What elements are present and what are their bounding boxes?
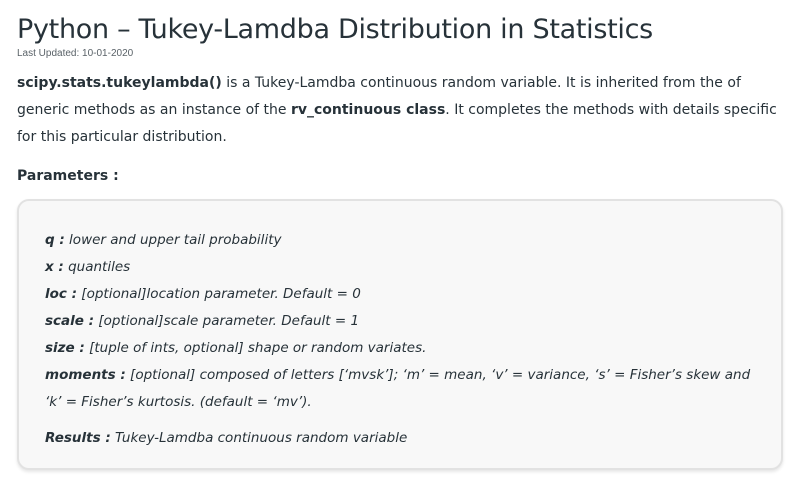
param-name: loc : bbox=[45, 286, 78, 302]
param-q: q : lower and upper tail probability bbox=[45, 227, 761, 254]
last-updated-date: Last Updated: 10-01-2020 bbox=[17, 48, 134, 59]
results-desc: Tukey-Lamdba continuous random variable bbox=[110, 430, 408, 446]
param-name: moments : bbox=[45, 367, 126, 383]
param-desc: [optional]location parameter. Default = … bbox=[77, 286, 361, 302]
results-name: Results : bbox=[45, 430, 111, 446]
param-x: x : quantiles bbox=[45, 254, 761, 281]
param-name: x : bbox=[45, 259, 64, 275]
intro-paragraph: scipy.stats.tukeylambda() is a Tukey-Lam… bbox=[17, 70, 777, 151]
param-scale: scale : [optional]scale parameter. Defau… bbox=[45, 308, 761, 335]
param-name: scale : bbox=[45, 313, 95, 329]
param-moments: moments : [optional] composed of letters… bbox=[45, 362, 765, 416]
parameters-heading: Parameters : bbox=[17, 168, 119, 184]
param-loc: loc : [optional]location parameter. Defa… bbox=[45, 281, 761, 308]
param-size: size : [tuple of ints, optional] shape o… bbox=[45, 335, 761, 362]
param-desc: [tuple of ints, optional] shape or rando… bbox=[84, 340, 427, 356]
intro-text-2: . It completes the methods with details … bbox=[17, 102, 777, 145]
intro-code-function: scipy.stats.tukeylambda() bbox=[17, 75, 222, 91]
article: Python – Tukey-Lamdba Distribution in St… bbox=[17, 0, 797, 470]
param-desc: lower and upper tail probability bbox=[64, 232, 282, 248]
param-desc: [optional]scale parameter. Default = 1 bbox=[94, 313, 360, 329]
param-desc: [optional] composed of letters [‘mvsk’];… bbox=[45, 367, 751, 410]
results-line: Results : Tukey-Lamdba continuous random… bbox=[45, 425, 761, 452]
param-desc: quantiles bbox=[63, 259, 131, 275]
page-title: Python – Tukey-Lamdba Distribution in St… bbox=[17, 14, 653, 45]
parameters-box: q : lower and upper tail probability x :… bbox=[17, 199, 783, 470]
intro-code-class: rv_continuous class bbox=[290, 102, 446, 118]
intro-text-1: is a Tukey-Lamdba continuous random vari… bbox=[17, 75, 741, 118]
param-name: q : bbox=[45, 232, 65, 248]
param-name: size : bbox=[45, 340, 85, 356]
